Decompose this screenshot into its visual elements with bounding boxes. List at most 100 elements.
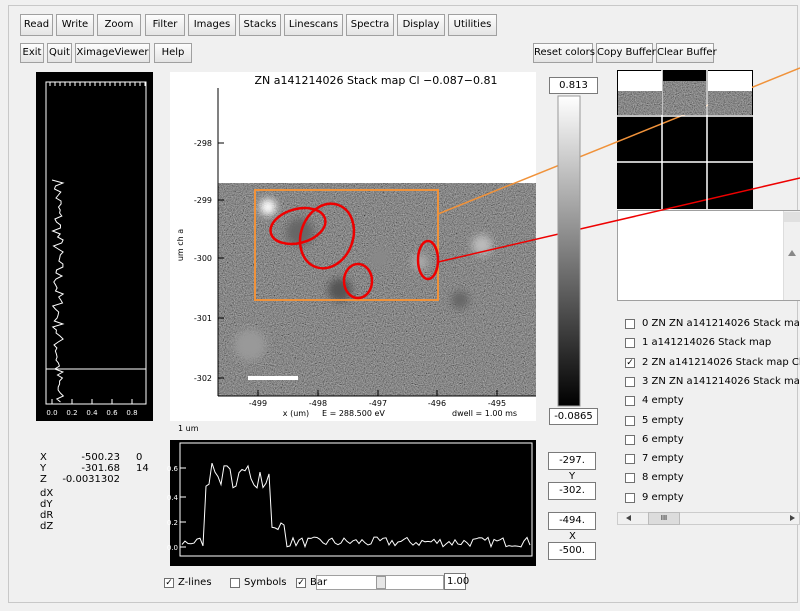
x-tick-label: -495 — [488, 399, 506, 408]
delta-label: dR — [40, 510, 54, 521]
buffer-button[interactable]: Clear Buffer — [656, 43, 717, 63]
menu-button[interactable]: Display — [397, 14, 445, 36]
buffer-label[interactable]: 6 empty — [642, 433, 684, 445]
thumbnail-blank — [708, 71, 752, 91]
buffer-checkbox[interactable] — [625, 396, 635, 407]
buffer-checkbox[interactable] — [625, 319, 635, 329]
option-label[interactable]: Bar — [310, 577, 328, 588]
cursor-value: Y — [40, 463, 47, 474]
delta-label: dY — [40, 499, 53, 510]
range-field: -297. — [548, 452, 596, 470]
menu-button[interactable]: Filter — [145, 14, 185, 36]
region-box — [254, 189, 439, 301]
profile-frame — [45, 81, 147, 405]
buffer-checkbox[interactable] — [625, 454, 635, 465]
buffer-label[interactable]: 4 empty — [642, 395, 684, 407]
range-field: -302. — [548, 482, 596, 500]
thumbnail — [663, 81, 706, 115]
menu-button[interactable]: Images — [188, 14, 236, 36]
menu-button[interactable]: Write — [56, 14, 94, 36]
region-ellipses — [269, 202, 440, 300]
buffer-label[interactable]: 1 a141214026 Stack map — [642, 337, 772, 349]
menu-button[interactable]: Quit — [47, 43, 72, 63]
menu-button[interactable]: Help — [154, 43, 192, 63]
menu-button[interactable]: Exit — [20, 43, 44, 63]
cursor-value: Z — [40, 474, 47, 485]
cursor-value: X — [40, 452, 47, 463]
buffer-checkbox[interactable] — [625, 434, 635, 445]
option-label[interactable]: Symbols — [244, 577, 287, 588]
option-label[interactable]: Z-lines — [178, 577, 212, 588]
thumbnail — [708, 91, 752, 115]
cursor-value: -0.0031302 — [62, 474, 120, 485]
cursor-value: 14 — [136, 463, 149, 474]
x-tick-label: 0.6 — [106, 409, 118, 417]
buffer-checkbox[interactable] — [625, 415, 635, 426]
y-tick-label: -299 — [194, 196, 212, 205]
y-tick-label: -300 — [194, 254, 212, 263]
menu-button[interactable]: Read — [20, 14, 53, 36]
image-noise — [218, 183, 536, 396]
image-title: ZN a141214026 Stack map Cl −0.087−0.81 — [254, 74, 497, 87]
x-tick-label: 0.2 — [66, 409, 77, 417]
y-tick-label: -298 — [194, 139, 212, 148]
x-tick-label: -497 — [369, 399, 387, 408]
buffer-checkbox[interactable] — [625, 492, 635, 503]
buffer-label[interactable]: 0 ZN ZN a141214026 Stack map Cl — [642, 318, 800, 329]
option-checkbox[interactable]: ✓ — [296, 578, 306, 588]
option-checkbox[interactable] — [230, 578, 240, 588]
menu-button[interactable]: Utilities — [448, 14, 497, 36]
buffer-button[interactable]: Reset colors — [533, 43, 595, 63]
scroll-arrow — [626, 515, 631, 521]
y-tick-label: 0.4 — [167, 494, 179, 502]
color-max-field: 0.813 — [549, 77, 598, 94]
buffer-label[interactable]: 3 ZN ZN a141214026 Stack map Cl — [642, 375, 800, 387]
y-tick-label: -302 — [194, 374, 212, 383]
column-profile-panel — [36, 72, 153, 421]
scrollbar-thumb[interactable]: III — [648, 512, 680, 525]
energy-label: E = 288.500 eV — [322, 409, 385, 418]
range-label: Y — [569, 471, 576, 482]
menu-button[interactable]: Zoom — [97, 14, 141, 36]
delta-label: dZ — [40, 521, 54, 532]
buffer-label[interactable]: 5 empty — [642, 414, 684, 426]
x-tick-label: -498 — [309, 399, 327, 408]
line-profile-panel — [170, 440, 536, 566]
buffer-checkbox[interactable] — [625, 376, 635, 387]
y-tick-label: -301 — [194, 314, 212, 323]
buffer-label[interactable]: 8 empty — [642, 472, 684, 484]
menu-button[interactable]: Stacks — [239, 14, 281, 36]
buffer-label[interactable]: 9 empty — [642, 491, 684, 503]
buffer-checkbox[interactable]: ✓ — [625, 357, 635, 368]
y-tick-label: 0.2 — [167, 519, 178, 527]
slider-thumb[interactable] — [376, 576, 386, 589]
buffer-label[interactable]: 7 empty — [642, 453, 684, 465]
buffer-label[interactable]: 2 ZN a141214026 Stack map Cl -0.0 — [642, 356, 800, 368]
thumbnail — [618, 91, 662, 115]
menu-button[interactable]: Spectra — [346, 14, 394, 36]
x-tick-label: 0.4 — [86, 409, 98, 417]
x-tick-label: 0.0 — [46, 409, 57, 417]
scale-bar-label: 1 um — [178, 424, 199, 433]
x-axis-label: x (um) — [283, 409, 309, 418]
buffer-checkbox[interactable] — [625, 338, 635, 349]
cursor-value: -500.23 — [81, 452, 120, 463]
menu-button[interactable]: Linescans — [284, 14, 343, 36]
thumbnail-lines — [617, 70, 753, 209]
delta-label: dX — [40, 488, 54, 499]
x-tick-label: -496 — [428, 399, 446, 408]
listbox-scroll-thumb[interactable] — [784, 212, 800, 222]
color-bar — [557, 95, 581, 407]
profile-trace — [51, 179, 65, 403]
x-tick-label: -499 — [249, 399, 267, 408]
range-field: -494. — [548, 512, 596, 530]
bar-width-field[interactable]: 1.00 — [444, 573, 469, 590]
callout-line — [437, 177, 800, 263]
buffer-button[interactable]: Copy Buffer — [596, 43, 656, 63]
y-tick-label: 0.0 — [167, 544, 178, 552]
option-checkbox[interactable]: ✓ — [164, 578, 174, 588]
menu-button[interactable]: XimageViewer — [75, 43, 150, 63]
window-frame — [8, 5, 798, 603]
buffer-checkbox[interactable] — [625, 473, 635, 484]
